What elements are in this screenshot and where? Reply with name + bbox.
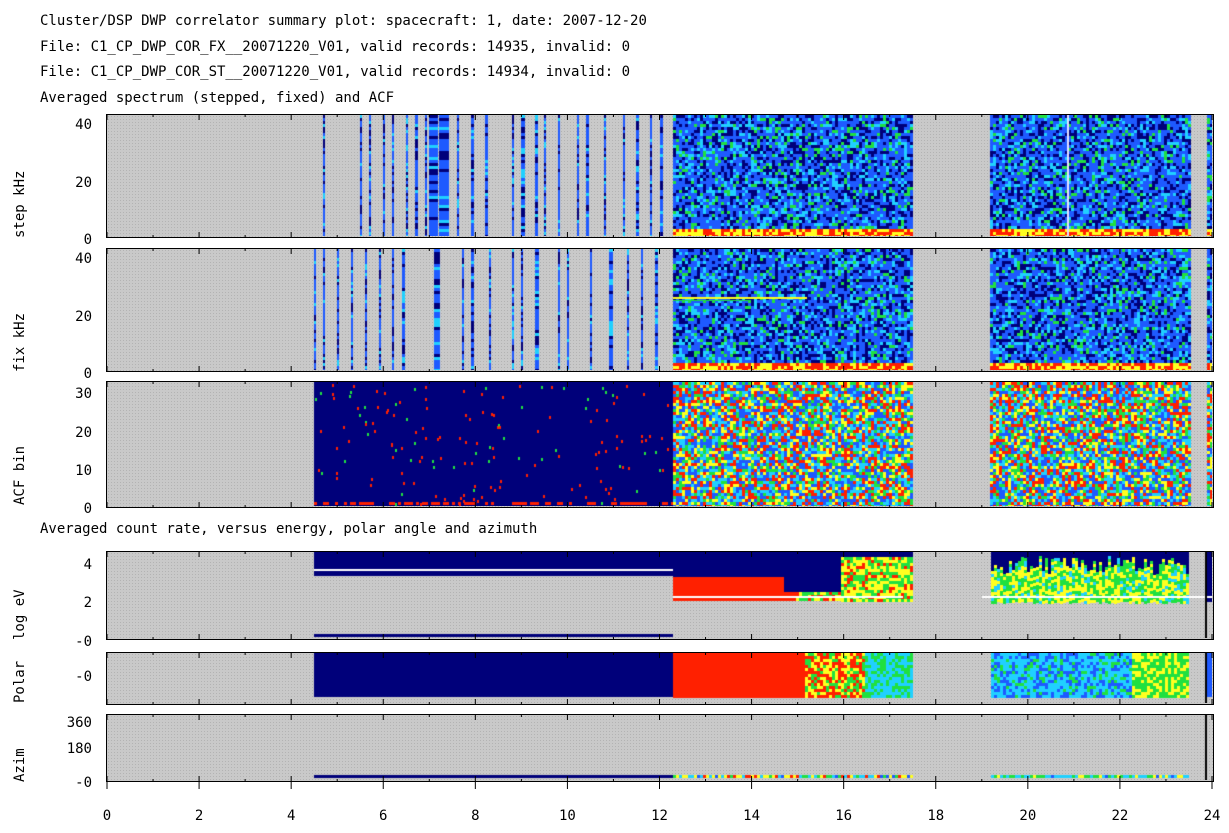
ylabel-acf-bin: ACF bin	[12, 445, 28, 505]
ytick-label: -0	[75, 634, 92, 650]
ylabel-log-ev: log eV	[12, 589, 28, 640]
ytick-label: 40	[75, 117, 92, 133]
ytick-label: 360	[66, 715, 92, 731]
ytick-label: 0	[83, 501, 92, 517]
xtick-label: 8	[471, 808, 480, 824]
panel-polar	[106, 652, 1214, 705]
file-info-st: File: C1_CP_DWP_COR_ST__20071220_V01, va…	[40, 64, 631, 80]
xtick-label: 6	[379, 808, 388, 824]
ytick-label: 20	[75, 175, 92, 191]
xtick-label: 18	[927, 808, 945, 824]
panel-acf-bin	[106, 381, 1214, 508]
xtick-label: 24	[1203, 808, 1221, 824]
ylabel-polar: Polar	[12, 660, 28, 703]
xtick-label: 10	[558, 808, 576, 824]
xtick-label: 16	[835, 808, 853, 824]
xtick-label: 2	[194, 808, 204, 824]
ytick-label: 40	[75, 251, 92, 267]
ytick-label: 2	[83, 595, 92, 611]
xtick-label: 4	[286, 808, 296, 824]
ytick-label: 20	[75, 309, 92, 325]
ytick-label: 180	[66, 741, 92, 757]
ylabel-azim: Azim	[12, 748, 28, 782]
plot-title: Cluster/DSP DWP correlator summary plot:…	[40, 13, 647, 29]
file-info-fx: File: C1_CP_DWP_COR_FX__20071220_V01, va…	[40, 39, 631, 55]
xtick-label: 22	[1111, 808, 1129, 824]
xtick-label: 0	[102, 808, 112, 824]
ytick-label: -0	[75, 775, 92, 791]
panel-fix-khz	[106, 248, 1214, 372]
ylabel-fix-khz: fix kHz	[12, 312, 28, 372]
panel-log-ev	[106, 551, 1214, 640]
ytick-label: 10	[75, 463, 92, 479]
ytick-label: -0	[75, 669, 92, 685]
ytick-label: 4	[83, 557, 92, 573]
ylabel-step-khz: step kHz	[12, 170, 28, 238]
ytick-label: 20	[75, 425, 92, 441]
ytick-label: 0	[83, 232, 92, 248]
xtick-label: 20	[1019, 808, 1037, 824]
ytick-label: 0	[83, 366, 92, 382]
panel-azim	[106, 714, 1214, 782]
xtick-label: 14	[743, 808, 760, 824]
panel-step-khz	[106, 114, 1214, 238]
section-title-spectrum: Averaged spectrum (stepped, fixed) and A…	[40, 90, 395, 106]
section-title-count-rate: Averaged count rate, versus energy, pola…	[40, 521, 538, 537]
xtick-label: 12	[651, 808, 668, 824]
ytick-label: 30	[75, 386, 92, 402]
